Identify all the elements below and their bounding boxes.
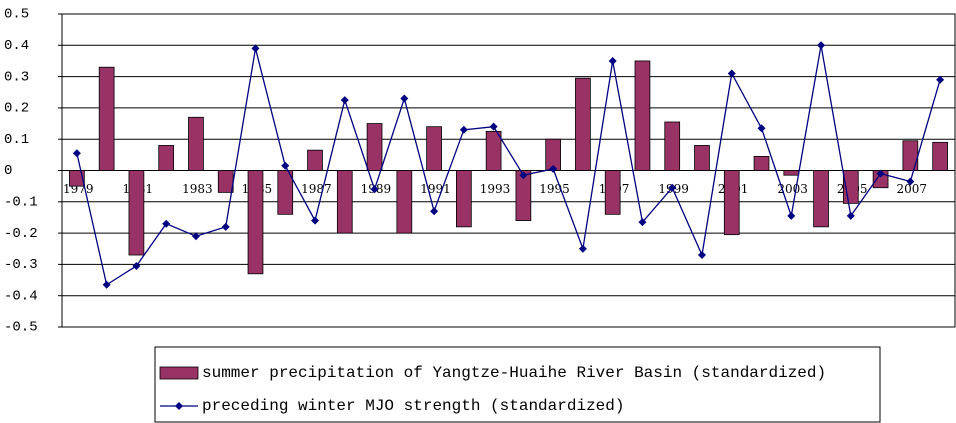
bar — [932, 141, 948, 171]
bar — [217, 170, 234, 193]
bar — [604, 170, 621, 215]
marker — [519, 171, 528, 180]
y-tick-label: 0 — [4, 163, 12, 179]
bar — [247, 170, 264, 275]
bar — [277, 170, 294, 215]
y-tick-label: 0.2 — [4, 101, 29, 117]
marker — [668, 183, 677, 192]
line — [76, 45, 941, 286]
marker — [162, 219, 171, 228]
marker — [638, 218, 647, 227]
legend-marker — [175, 402, 183, 410]
bar — [575, 77, 591, 171]
legend-swatch — [159, 366, 199, 380]
y-tick-label: -0.5 — [4, 320, 38, 336]
marker — [281, 161, 290, 170]
marker — [430, 207, 439, 216]
bar — [158, 145, 175, 171]
bar — [664, 121, 681, 171]
x-tick-label: 1991 — [420, 182, 451, 196]
bar — [515, 170, 532, 221]
y-tick-label: -0.3 — [4, 257, 38, 273]
marker — [400, 94, 409, 103]
marker — [846, 211, 855, 220]
marker — [876, 169, 885, 178]
marker — [132, 261, 141, 270]
marker — [221, 222, 230, 231]
marker — [578, 244, 587, 253]
bar — [783, 170, 800, 176]
marker — [311, 216, 320, 225]
y-tick-label: -0.1 — [4, 195, 38, 211]
bar — [694, 145, 710, 171]
bar — [336, 170, 353, 234]
x-tick-label: 1995 — [539, 182, 570, 196]
bar — [813, 170, 829, 228]
bar — [98, 66, 115, 171]
bar — [307, 149, 323, 171]
legend-box — [154, 346, 881, 423]
bar — [634, 60, 651, 171]
marker — [727, 69, 736, 78]
legend-label: preceding winter MJO strength (standardi… — [202, 397, 624, 415]
x-tick-label: 1983 — [182, 182, 213, 196]
marker — [72, 149, 81, 158]
marker — [936, 75, 945, 84]
marker — [549, 164, 558, 173]
y-tick-label: -0.4 — [4, 288, 38, 304]
bar — [723, 170, 740, 236]
bar — [128, 170, 145, 256]
x-tick-label: 1993 — [480, 182, 511, 196]
marker — [608, 56, 617, 65]
x-tick-label: 2007 — [896, 182, 927, 196]
marker — [787, 211, 796, 220]
y-tick-label: 0.3 — [4, 69, 29, 85]
marker — [489, 122, 498, 131]
y-tick-label: 0.1 — [4, 132, 29, 148]
bar — [753, 156, 770, 171]
bar — [69, 170, 85, 187]
marker — [370, 185, 379, 194]
bar — [426, 126, 442, 171]
bar — [485, 130, 502, 171]
marker — [697, 251, 706, 260]
marker — [757, 124, 766, 133]
bar — [366, 123, 383, 171]
x-tick-label: 2003 — [777, 182, 808, 196]
y-tick-label: -0.2 — [4, 226, 38, 242]
marker — [817, 41, 826, 50]
marker — [906, 177, 915, 186]
marker — [459, 125, 468, 134]
legend-label: summer precipitation of Yangtze-Huaihe R… — [202, 364, 826, 382]
bar — [188, 116, 204, 171]
bar — [396, 170, 413, 234]
plot-area — [61, 13, 956, 328]
marker — [340, 96, 349, 105]
y-tick-label: 0.4 — [4, 38, 29, 54]
marker — [102, 280, 111, 289]
marker — [191, 232, 200, 241]
x-tick-label: 1987 — [301, 182, 332, 196]
y-tick-label: 0.5 — [4, 7, 29, 23]
bar — [902, 140, 919, 171]
marker — [251, 44, 260, 53]
bar — [456, 170, 472, 228]
